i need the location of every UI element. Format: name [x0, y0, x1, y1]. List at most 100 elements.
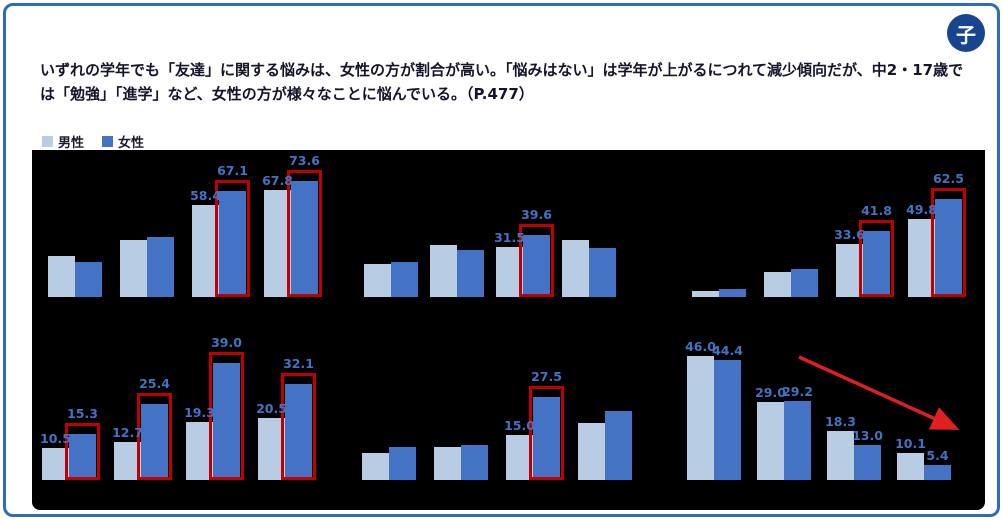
- value-label: 58.4: [190, 187, 221, 203]
- female-legend-label: 女性: [118, 136, 145, 151]
- male-bar: [496, 247, 523, 297]
- value-label: 20.5: [256, 400, 287, 416]
- male-bar: [562, 240, 589, 297]
- female-bar: [924, 465, 951, 480]
- male-bar: [692, 291, 719, 297]
- male-bar: [186, 422, 213, 480]
- value-label: 41.8: [861, 202, 892, 218]
- male-bar: [836, 244, 863, 297]
- chart-legend: 男性 女性: [42, 132, 144, 151]
- male-bar: [114, 442, 141, 480]
- highlight-box: [519, 224, 554, 297]
- bar-chart-4: 10.5 15.3 12.7 25.4 19.3 39.0 20.5 32.1: [40, 334, 334, 480]
- summary-text: いずれの学年でも「友達」に関する悩みは、女性の方が割合が高い。「悩みはない」は学…: [40, 61, 964, 103]
- value-label: 39.6: [521, 206, 552, 222]
- value-label: 5.4: [926, 447, 949, 463]
- female-legend-swatch: [102, 136, 114, 147]
- male-bar: [908, 219, 935, 297]
- male-bar: [506, 435, 533, 480]
- female-bar: [714, 360, 741, 480]
- female-bar: [147, 237, 174, 297]
- male-legend-swatch: [42, 136, 53, 147]
- male-bar: [264, 190, 291, 297]
- male-bar: [897, 453, 924, 480]
- highlight-box: [529, 386, 564, 480]
- male-bar: [827, 431, 854, 480]
- value-label: 27.5: [531, 368, 562, 384]
- value-label: 32.1: [283, 355, 314, 371]
- female-bar: [863, 231, 890, 297]
- value-label: 13.0: [852, 427, 883, 443]
- female-bar: [141, 404, 168, 480]
- female-bar: [784, 401, 811, 480]
- child-category-badge: 子: [947, 14, 985, 52]
- value-label: 46.0: [685, 338, 716, 354]
- bar-chart-2: 31.5 39.6: [364, 154, 634, 297]
- female-bar: [219, 191, 246, 297]
- female-bar: [285, 384, 312, 480]
- female-bar: [854, 445, 881, 480]
- male-bar: [48, 256, 75, 297]
- value-label: 29.0: [755, 384, 786, 400]
- female-bar: [605, 411, 632, 480]
- value-label: 10.1: [895, 435, 926, 451]
- male-bar: [258, 418, 285, 480]
- value-label: 15.0: [504, 417, 535, 433]
- male-legend-label: 男性: [58, 136, 85, 151]
- value-label: 31.5: [494, 229, 525, 245]
- highlight-box: [287, 170, 322, 297]
- male-bar: [687, 356, 714, 480]
- highlight-box: [65, 423, 100, 480]
- value-label: 12.7: [112, 424, 143, 440]
- value-label: 67.1: [217, 162, 248, 178]
- female-bar: [589, 248, 616, 297]
- female-bar: [213, 363, 240, 480]
- value-label: 15.3: [67, 405, 98, 421]
- bar-chart-5: 15.0 27.5: [362, 337, 654, 480]
- child-badge-label: 子: [956, 22, 976, 47]
- female-bar: [391, 262, 418, 297]
- male-bar: [192, 205, 219, 297]
- female-bar: [75, 262, 102, 297]
- female-bar: [291, 181, 318, 297]
- value-label: 10.5: [40, 430, 71, 446]
- charts-panel: 58.4 67.1 67.8 73.6 31.5 39.6 33.6 41.8 49.8 62…: [32, 150, 985, 510]
- female-bar: [523, 235, 550, 297]
- bar-chart-3: 33.6 41.8 49.8 62.5: [692, 154, 984, 297]
- value-label: 25.4: [139, 375, 170, 391]
- value-label: 19.3: [184, 404, 215, 420]
- highlight-box: [281, 373, 316, 480]
- value-label: 73.6: [289, 152, 320, 168]
- highlight-box: [209, 352, 244, 480]
- highlight-box: [215, 180, 250, 297]
- value-label: 39.0: [211, 334, 242, 350]
- highlight-box: [931, 188, 966, 297]
- female-bar: [719, 289, 746, 297]
- female-bar: [457, 250, 484, 297]
- value-label: 62.5: [933, 170, 964, 186]
- female-bar: [69, 434, 96, 480]
- male-bar: [578, 423, 605, 480]
- female-bar: [389, 447, 416, 480]
- value-label: 29.2: [782, 383, 813, 399]
- male-bar: [42, 448, 69, 480]
- value-label: 33.6: [834, 226, 865, 242]
- male-bar: [757, 402, 784, 480]
- female-bar: [791, 269, 818, 297]
- male-bar: [764, 272, 791, 297]
- female-bar: [533, 397, 560, 480]
- male-bar: [362, 453, 389, 480]
- value-label: 44.4: [712, 342, 743, 358]
- highlight-box: [859, 220, 894, 297]
- bar-chart-1: 58.4 67.1 67.8 73.6: [48, 154, 340, 297]
- male-bar: [120, 240, 147, 297]
- male-bar: [364, 264, 391, 297]
- male-bar: [434, 447, 461, 480]
- value-label: 67.8: [262, 172, 293, 188]
- female-bar: [935, 199, 962, 297]
- value-label: 18.3: [825, 413, 856, 429]
- male-bar: [430, 245, 457, 297]
- bar-chart-6: 46.0 44.4 29.0 29.2 18.3 13.0 10.1 5.4: [685, 337, 983, 480]
- highlight-box: [137, 393, 172, 480]
- value-label: 49.8: [906, 201, 937, 217]
